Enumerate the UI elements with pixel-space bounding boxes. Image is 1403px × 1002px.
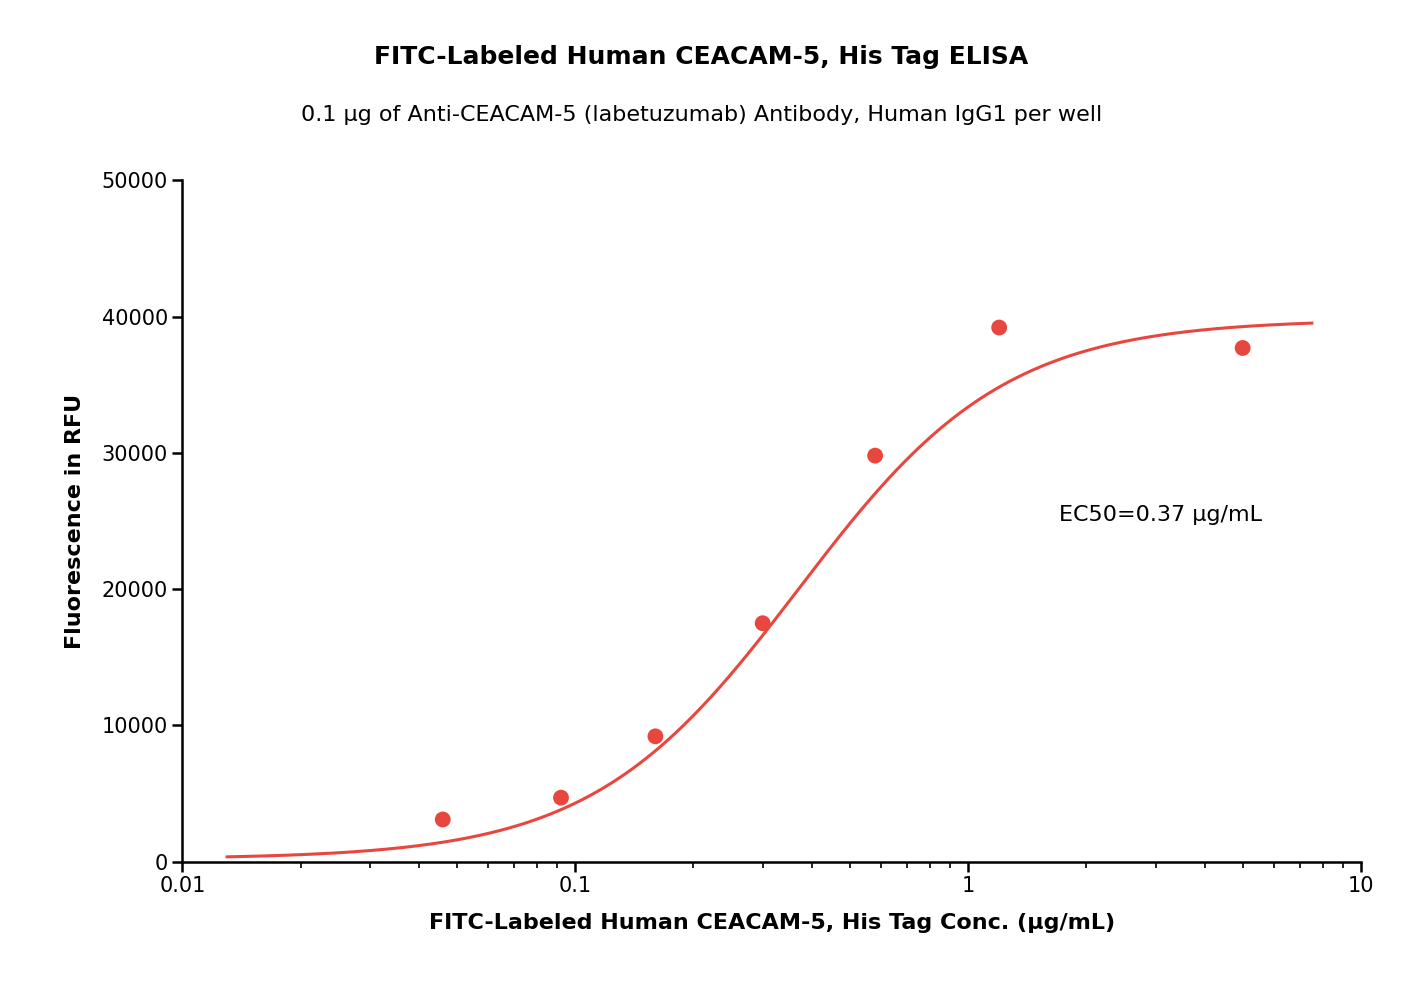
X-axis label: FITC-Labeled Human CEACAM-5, His Tag Conc. (μg/mL): FITC-Labeled Human CEACAM-5, His Tag Con…: [428, 913, 1115, 933]
Text: 0.1 μg of Anti-CEACAM-5 (labetuzumab) Antibody, Human IgG1 per well: 0.1 μg of Anti-CEACAM-5 (labetuzumab) An…: [300, 105, 1103, 125]
Text: EC50=0.37 μg/mL: EC50=0.37 μg/mL: [1059, 505, 1261, 525]
Point: [644, 728, 666, 744]
Point: [752, 615, 774, 631]
Point: [432, 812, 455, 828]
Text: FITC-Labeled Human CEACAM-5, His Tag ELISA: FITC-Labeled Human CEACAM-5, His Tag ELI…: [375, 45, 1028, 69]
Y-axis label: Fluorescence in RFU: Fluorescence in RFU: [65, 394, 86, 648]
Point: [1232, 340, 1254, 356]
Point: [864, 448, 887, 464]
Point: [550, 790, 572, 806]
Point: [988, 320, 1010, 336]
